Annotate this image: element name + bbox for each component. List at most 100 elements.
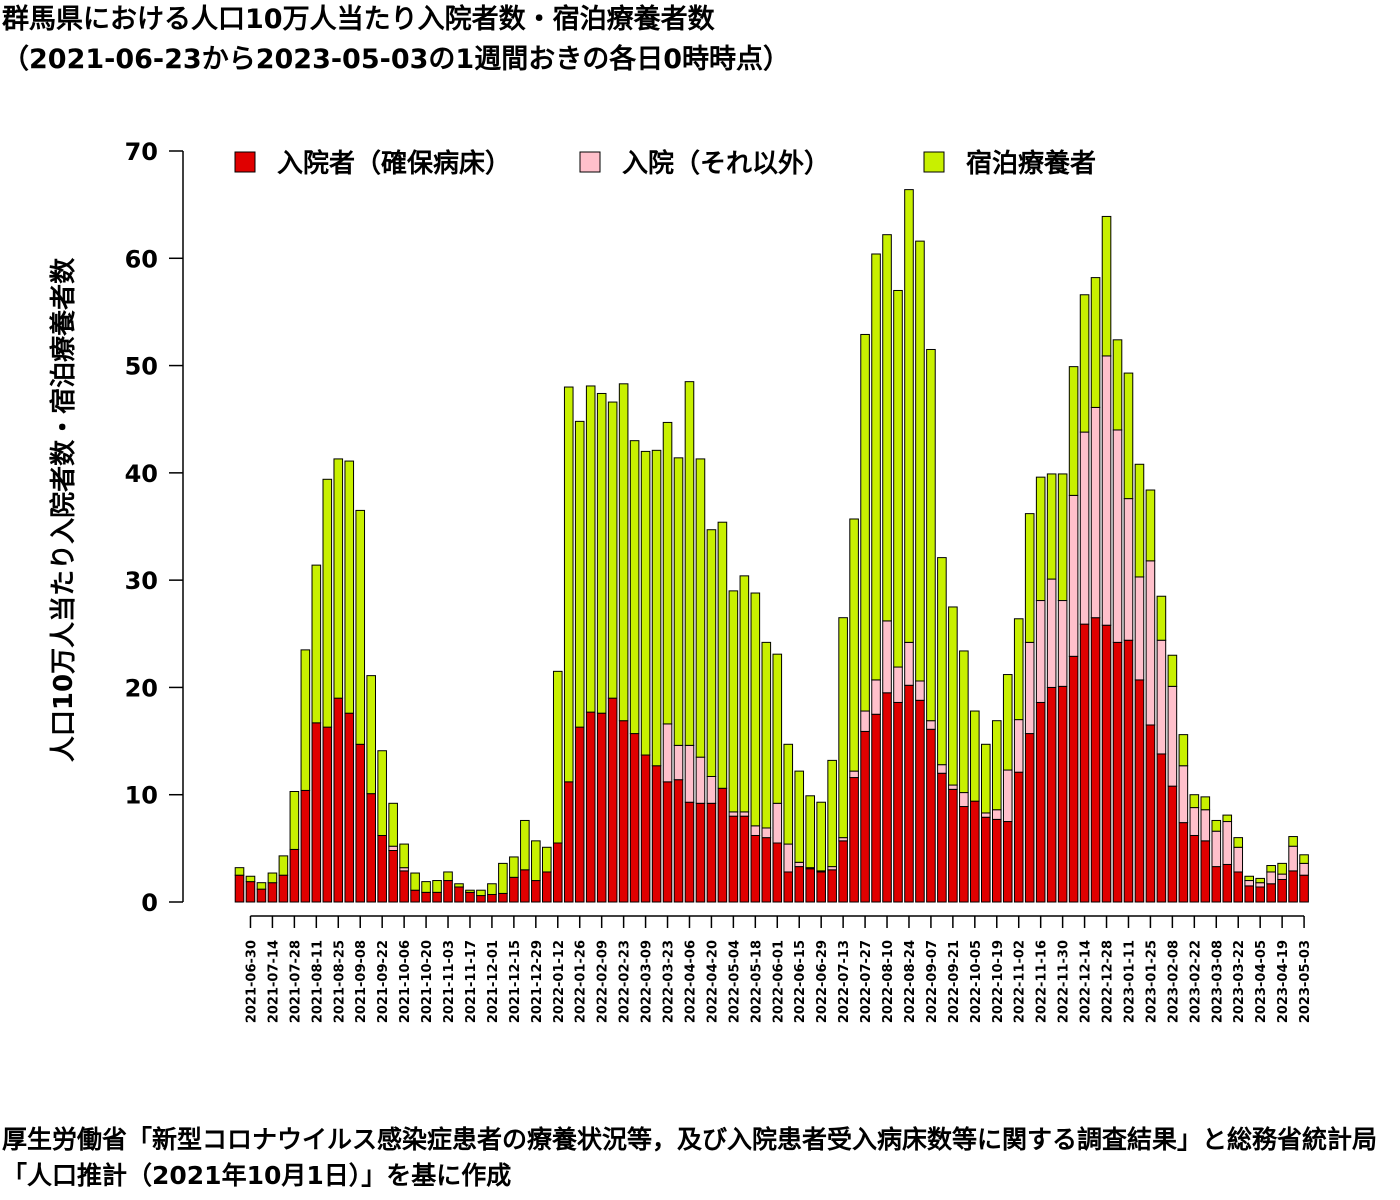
y-tick-label: 10 [125, 782, 158, 810]
bar-segment-2 [1145, 560, 1156, 726]
bar-segment-1 [717, 787, 728, 903]
bar-segment-2 [1200, 809, 1211, 842]
x-tick-label: 2022-11-30 [1057, 940, 1072, 1023]
x-tick-label: 2021-10-06 [398, 940, 413, 1023]
bar-segment-1 [1079, 623, 1090, 903]
bar-segment-3 [1145, 489, 1156, 562]
bar-segment-1 [355, 743, 366, 903]
bar-segment-1 [1222, 863, 1233, 903]
bar-segment-3 [585, 385, 596, 713]
x-tick-label: 2022-01-12 [552, 940, 567, 1023]
bar-segment-2 [1013, 719, 1024, 773]
bar-segment-2 [772, 802, 783, 844]
bar-segment-1 [1013, 771, 1024, 903]
x-tick-label: 2022-10-05 [969, 940, 984, 1023]
x-tick-label: 2022-10-19 [991, 940, 1006, 1023]
bar-segment-1 [970, 800, 980, 903]
bar-segment-3 [377, 750, 387, 836]
x-tick-label: 2021-11-17 [464, 940, 479, 1023]
bar-segment-1 [739, 815, 750, 903]
bar-segment-3 [278, 855, 289, 876]
bar-segment-1 [761, 837, 772, 903]
x-tick-label: 2021-08-11 [310, 940, 325, 1023]
legend-swatch-3 [923, 151, 945, 173]
x-tick-label: 2022-12-28 [1101, 940, 1116, 1023]
bar-segment-3 [750, 592, 761, 827]
bar-segment-1 [1101, 624, 1112, 903]
bar-segment-2 [739, 811, 750, 817]
bar-segment-1 [377, 834, 387, 903]
bar-segment-2 [860, 710, 870, 732]
bar-segment-2 [937, 764, 947, 774]
bar-segment-1 [1068, 655, 1079, 903]
x-tick-label: 2021-07-28 [288, 940, 303, 1023]
bar-segment-1 [333, 697, 344, 903]
bar-segment-1 [585, 711, 596, 903]
bar-segment-2 [1167, 685, 1178, 787]
bar-segment-2 [1046, 578, 1057, 688]
bar-segment-3 [607, 401, 618, 699]
bar-segment-3 [421, 881, 431, 893]
bar-segment-3 [487, 883, 497, 895]
legend: 入院者（確保病床） 入院（それ以外） 宿泊療養者 [234, 148, 1096, 179]
bar-segment-3 [970, 710, 980, 802]
x-tick-label: 2022-05-18 [749, 940, 764, 1023]
bar-segment-3 [651, 449, 662, 767]
bar-segment-3 [1167, 654, 1178, 687]
bar-segment-1 [882, 692, 892, 903]
bar-segment-3 [673, 457, 684, 746]
bar-segment-3 [234, 867, 245, 876]
bar-segment-2 [783, 843, 794, 873]
bar-segment-3 [1244, 875, 1255, 882]
bar-segment-1 [1266, 883, 1276, 903]
x-tick-label: 2022-09-07 [925, 940, 940, 1023]
bar-segment-2 [849, 770, 859, 779]
bar-segment-3 [871, 253, 881, 681]
bar-segment-1 [783, 871, 794, 903]
x-tick-label: 2022-06-01 [771, 940, 786, 1023]
bar-segment-3 [256, 882, 267, 890]
bar-segment-1 [465, 891, 475, 903]
bar-segment-3 [563, 386, 574, 783]
bar-segment-1 [432, 891, 442, 903]
bar-segment-1 [289, 848, 300, 903]
bar-segment-2 [761, 827, 772, 839]
bar-segment-3 [926, 348, 936, 722]
bar-segment-1 [311, 722, 322, 903]
bar-segment-1 [443, 880, 453, 903]
bar-segment-1 [750, 834, 761, 903]
bar-segment-2 [904, 641, 914, 686]
bar-segment-3 [772, 653, 783, 804]
bar-segment-1 [574, 726, 585, 903]
bar-segment-3 [1068, 366, 1079, 496]
bar-segment-1 [552, 842, 563, 903]
bar-segment-1 [563, 781, 574, 903]
bar-segment-1 [629, 733, 640, 903]
bar-segment-1 [816, 871, 826, 903]
bar-segment-3 [509, 856, 519, 878]
bar-segment-3 [1211, 819, 1222, 832]
bar-segment-3 [1101, 215, 1112, 357]
bar-segment-2 [1266, 871, 1276, 885]
bar-segment-2 [1299, 862, 1309, 876]
bar-segment-1 [596, 712, 607, 903]
bar-segment-2 [706, 775, 717, 804]
bar-segment-1 [926, 728, 936, 903]
bar-segment-3 [761, 641, 772, 829]
bar-segment-3 [443, 871, 453, 882]
bar-segment-3 [476, 889, 486, 897]
bar-segment-3 [739, 575, 750, 813]
x-tick-label: 2022-08-10 [881, 940, 896, 1023]
bar-segment-2 [981, 812, 991, 818]
bar-segment-3 [991, 720, 1002, 811]
x-tick-label: 2022-07-13 [837, 940, 852, 1023]
bar-segment-2 [1068, 494, 1079, 657]
bar-segment-1 [300, 789, 311, 903]
bar-segment-2 [1090, 406, 1101, 619]
bar-segment-3 [783, 743, 794, 845]
x-tick-label: 2022-11-16 [1035, 940, 1050, 1023]
legend-swatch-2 [579, 151, 601, 173]
bar-segment-2 [1255, 882, 1265, 888]
bar-segment-1 [1288, 870, 1298, 903]
bar-segment-3 [662, 421, 673, 725]
